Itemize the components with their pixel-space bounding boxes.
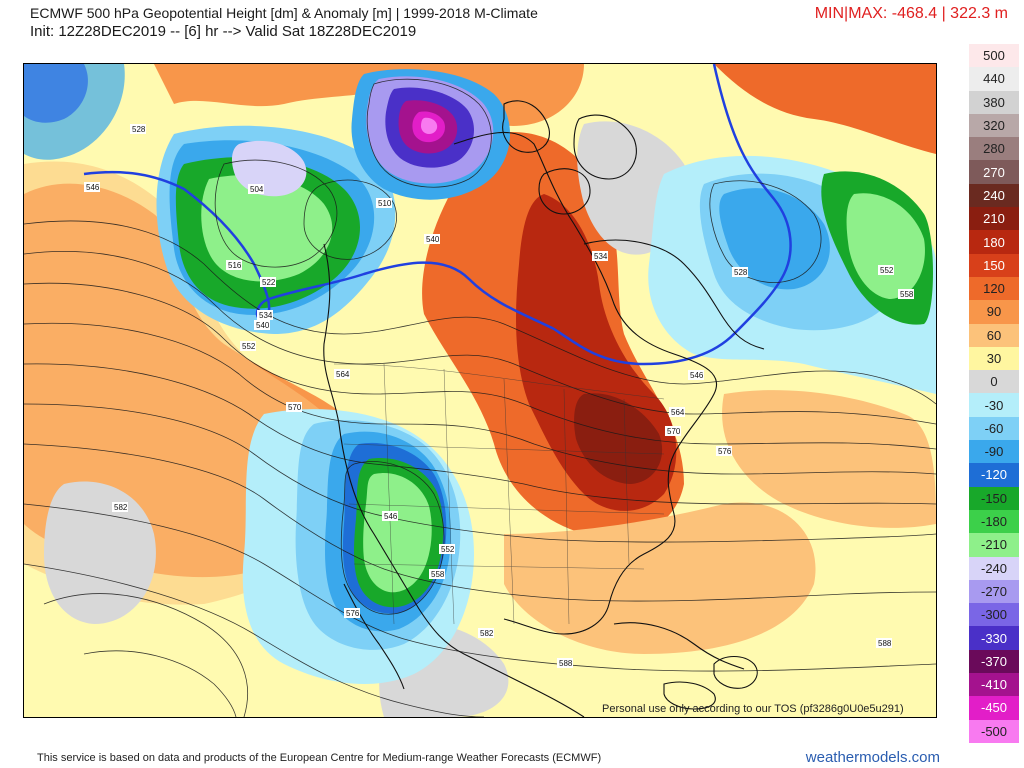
contour-label: 570 [667,427,681,436]
colorbar-level: -410 [969,673,1019,697]
anomaly-region-pacific-trough-lavender [231,140,307,197]
contour-label: 564 [336,370,350,379]
colorbar-level: 280 [969,137,1019,161]
colorbar-level: 240 [969,183,1019,208]
data-source-footer: This service is based on data and produc… [37,752,602,764]
colorbar-level: 180 [969,230,1019,254]
anomaly-region-pacific-grey [44,481,156,624]
contour-label: 546 [690,371,704,380]
colorbar-level: -30 [969,393,1019,417]
colorbar-level: 0 [969,370,1019,394]
map-canvas: 528 546 504 516 522 534 540 552 510 564 … [24,64,936,717]
contour-label: 576 [346,609,360,618]
colorbar-level: -330 [969,626,1019,650]
contour-label: 558 [431,570,445,579]
contour-label: 516 [228,261,242,270]
contour-labels: 528 546 504 516 522 534 540 552 510 564 … [84,124,914,668]
contour-label: 528 [132,125,146,134]
contour-label: 540 [426,235,440,244]
colorbar-level: -60 [969,416,1019,441]
anomaly-region-northeast-ridge [714,64,936,154]
contour-label: 510 [378,199,392,208]
colorbar-level: 150 [969,253,1019,277]
state-borders [333,363,665,625]
colorbar-level: 500 [969,44,1019,68]
colorbar-level: 90 [969,300,1019,324]
minmax-readout: MIN|MAX: -468.4 | 322.3 m [814,5,1008,22]
contour-label: 588 [559,659,573,668]
colorbar-level: -180 [969,509,1019,534]
contour-label: 552 [441,545,455,554]
contour-label: 552 [880,266,894,275]
usage-disclaimer: Personal use only according to our TOS (… [602,703,904,715]
colorbar-level: 210 [969,207,1019,231]
contour-label: 576 [718,447,732,456]
contour-label: 546 [384,512,398,521]
colorbar-level: -240 [969,556,1019,580]
contour-label: 582 [480,629,494,638]
brand-link[interactable]: weathermodels.com [805,749,940,766]
contour-label: 570 [288,403,302,412]
colorbar-level: 30 [969,346,1019,371]
anomaly-region-nw-corner-low-outer [24,64,125,160]
colorbar-level: 440 [969,67,1019,91]
colorbar-level: 270 [969,160,1019,184]
weather-map: 528 546 504 516 522 534 540 552 510 564 … [23,63,937,718]
highlight-contour-546 [83,64,792,366]
valid-time-subtitle: Init: 12Z28DEC2019 -- [6] hr --> Valid S… [30,23,417,40]
anomaly-region-atlantic-orange [722,390,936,528]
contour-label: 546 [86,183,100,192]
anomaly-region-east-us-core [574,393,663,484]
contour-label: 552 [242,342,256,351]
colorbar-level: -150 [969,486,1019,510]
anomaly-region-atlantic-trough-lightgreen [846,193,925,299]
contour-label: 588 [878,639,892,648]
anomaly-colorbar: 500 440 380 320 280 270 240 210 180 150 120 90 60 30 0… [969,44,1019,743]
colorbar-level: -90 [969,440,1019,464]
contour-label: 528 [734,268,748,277]
colorbar-level: -370 [969,649,1019,674]
contour-label: 534 [259,311,273,320]
anomaly-region-atlantic-trough-blue [719,188,830,290]
contour-label: 504 [250,185,264,194]
colorbar-level: 120 [969,276,1019,301]
colorbar-level: -210 [969,533,1019,557]
anomaly-region-pacific-trough-lightgreen [201,175,333,282]
anomaly-region-polar-vortex-center [421,117,438,134]
colorbar-level: -300 [969,603,1019,627]
contour-label: 564 [671,408,685,417]
coastlines [323,100,765,717]
colorbar-level: 380 [969,90,1019,114]
contour-label: 522 [262,278,276,287]
contour-label: 534 [594,252,608,261]
contour-label: 540 [256,321,270,330]
colorbar-level: 60 [969,323,1019,347]
anomaly-region-sw-low-lightgreen [363,473,432,593]
contour-label: 558 [900,290,914,299]
colorbar-level: -500 [969,719,1019,743]
colorbar-level: -120 [969,463,1019,487]
height-contours [24,78,936,717]
colorbar-level: -450 [969,696,1019,720]
colorbar-level: 320 [969,113,1019,138]
colorbar-level: -270 [969,579,1019,604]
map-title: ECMWF 500 hPa Geopotential Height [dm] &… [30,5,538,21]
contour-label: 582 [114,503,128,512]
